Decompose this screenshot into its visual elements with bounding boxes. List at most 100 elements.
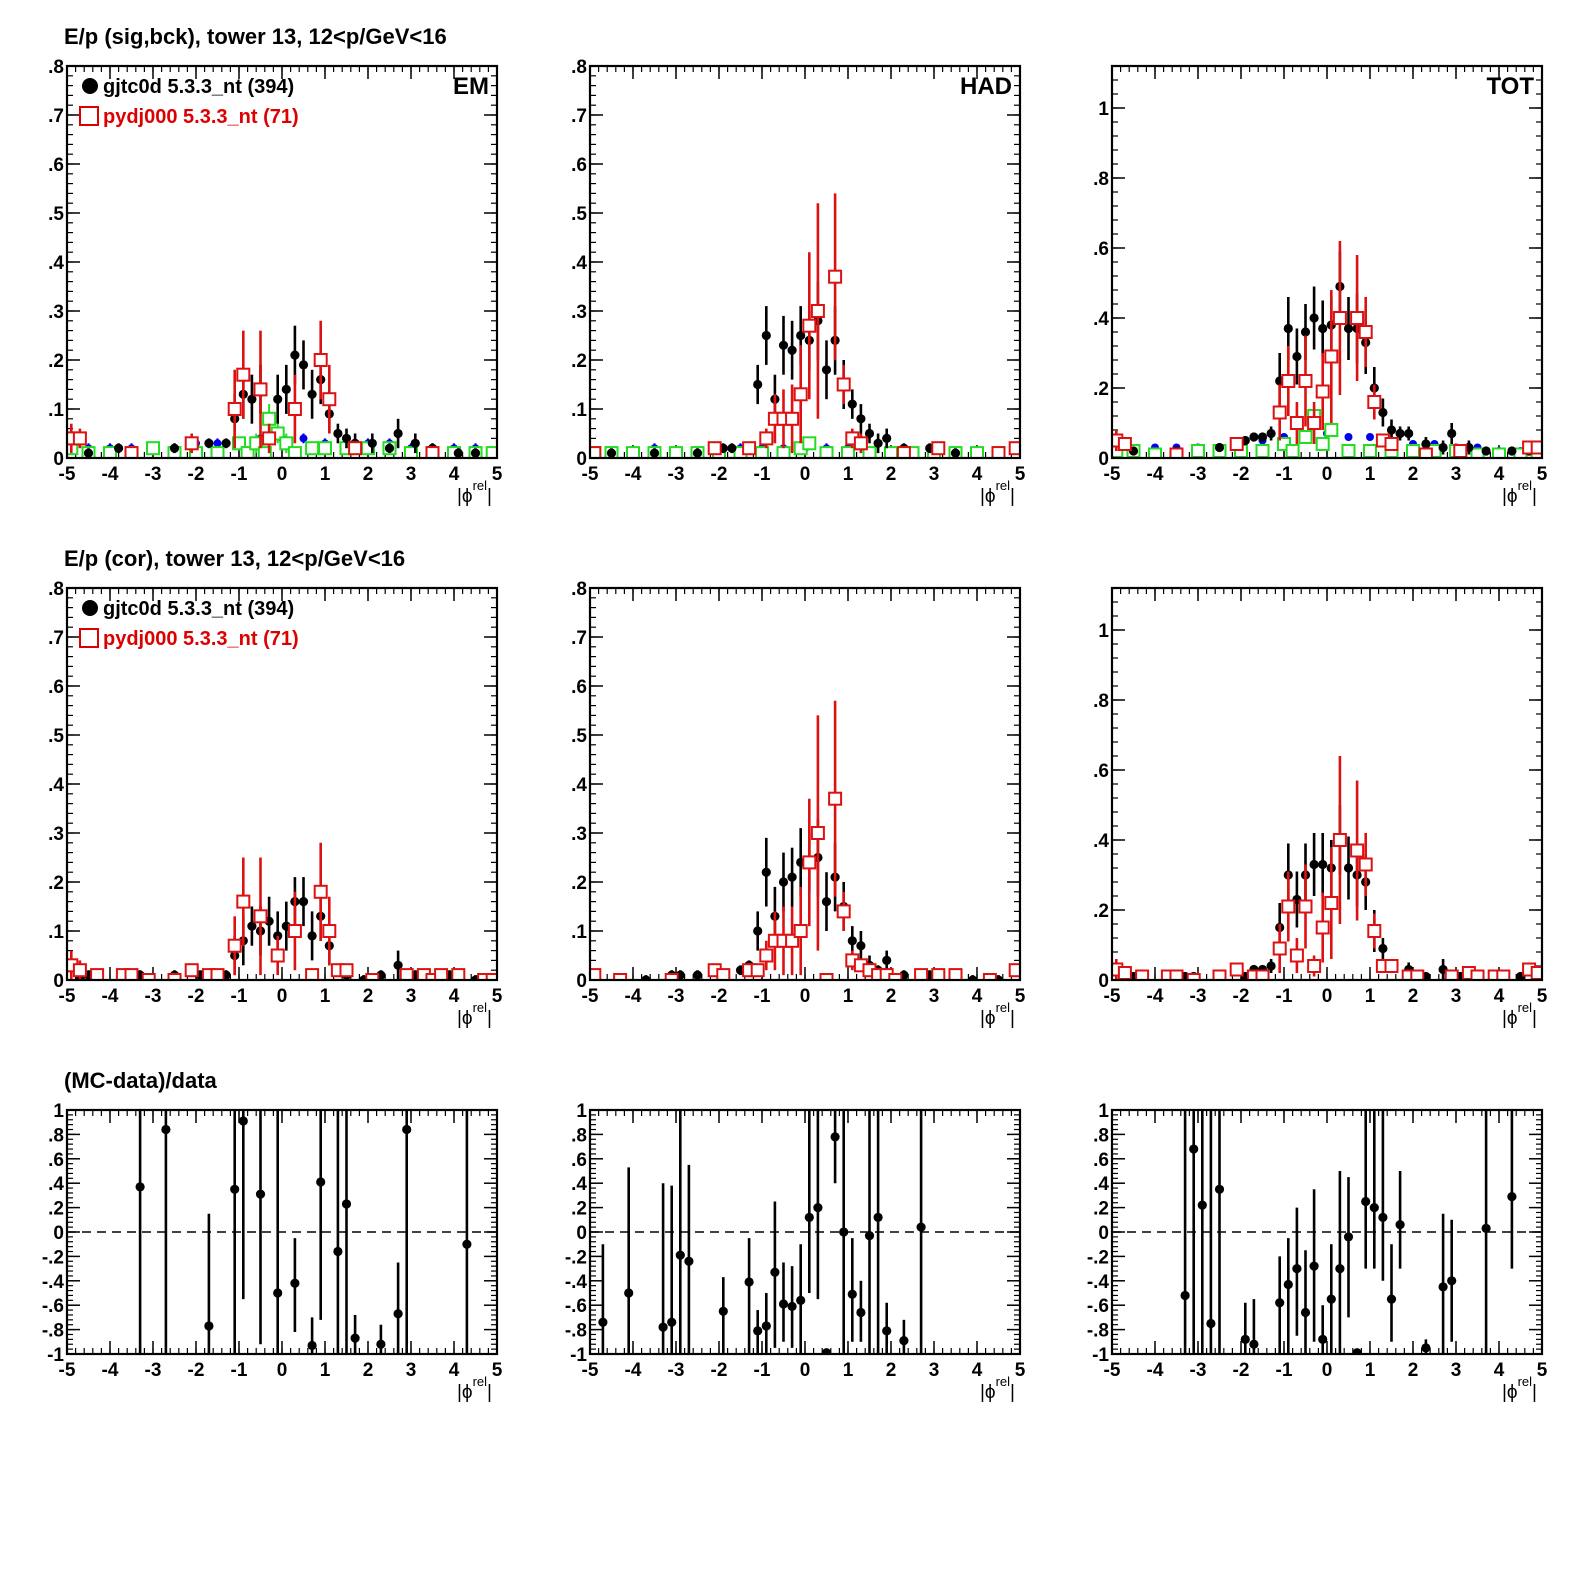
marker-filled-circle	[675, 1250, 685, 1260]
y-tick-label: .2	[48, 351, 64, 372]
marker-filled-circle	[273, 394, 283, 404]
marker-open-square	[664, 973, 679, 980]
marker-open-square	[590, 446, 602, 458]
y-tick-label: .1	[571, 400, 587, 421]
plot-area	[598, 1110, 926, 1354]
y-tick-label: -.4	[42, 1272, 65, 1293]
marker-filled-circle	[299, 434, 308, 443]
marker-filled-circle	[813, 1203, 823, 1213]
plot-frame	[1110, 586, 1544, 982]
marker-open-square	[253, 909, 268, 924]
y-tick-label: .5	[48, 726, 64, 747]
panel-r2-tot: -5 -4 -3 -2 -1 0 1 2 3 4 5 0 .2 .4 .6 .8 1 |ϕrel|	[1093, 586, 1548, 1029]
y-tick-label: -.6	[42, 1296, 64, 1317]
y-tick-label: .7	[571, 628, 587, 649]
x-tick-label: 3	[1451, 464, 1462, 485]
marker-open-square	[1281, 374, 1296, 388]
x-axis-label: |ϕrel|	[980, 1000, 1015, 1029]
marker-filled-circle	[899, 1335, 909, 1346]
marker-filled-circle	[307, 389, 317, 399]
y-tick-label: 0	[576, 449, 587, 470]
marker-filled-circle	[1300, 1307, 1311, 1318]
x-tick-label: 0	[1322, 1360, 1333, 1381]
legend: gjtc0d 5.3.3_nt (394) pydj000 5.3.3_nt (7…	[79, 76, 299, 128]
plot-frame	[1110, 1108, 1544, 1356]
x-tick-label: 1	[320, 1360, 331, 1381]
y-tick-label: 0	[1098, 1223, 1109, 1244]
marker-open-square	[305, 968, 320, 980]
y-tick-label: .1	[48, 400, 64, 421]
plot-area	[135, 1110, 472, 1354]
legend-entry-data: gjtc0d 5.3.3_nt (394)	[103, 598, 294, 620]
x-tick-label: -4	[102, 464, 119, 485]
marker-open-square	[1272, 405, 1287, 420]
marker-open-square	[313, 884, 328, 899]
x-tick-label: -2	[711, 1360, 728, 1381]
marker-filled-circle	[1197, 1200, 1207, 1210]
marker-open-square	[1315, 437, 1330, 451]
x-axis-label-rel: rel	[473, 1374, 488, 1389]
x-tick-label: 1	[843, 1360, 854, 1381]
marker-filled-circle	[1292, 1264, 1302, 1274]
marker-open-square	[210, 446, 225, 458]
marker-open-square	[1418, 447, 1433, 458]
plot-area	[1180, 1110, 1517, 1354]
x-tick-label: 1	[320, 464, 331, 485]
y-tick-label: .5	[571, 204, 587, 225]
x-axis-label-bar: |	[487, 1382, 492, 1403]
marker-open-square	[590, 968, 602, 980]
x-axis-label-rel: rel	[996, 1374, 1011, 1389]
legend: gjtc0d 5.3.3_nt (394) pydj000 5.3.3_nt (7…	[79, 598, 299, 650]
y-tick-label: -.6	[565, 1296, 587, 1317]
marker-filled-circle	[778, 340, 789, 350]
marker-filled-circle	[247, 921, 257, 931]
x-axis-label-phi: |ϕ	[1502, 1382, 1518, 1403]
x-axis-label-rel: rel	[1518, 478, 1533, 493]
x-tick-label: -3	[1190, 1360, 1207, 1381]
marker-filled-circle	[1292, 351, 1302, 362]
legend-entry-data: gjtc0d 5.3.3_nt (394)	[103, 76, 294, 98]
marker-filled-circle	[367, 438, 377, 448]
x-tick-label: -4	[102, 986, 119, 1007]
marker-filled-circle	[1386, 425, 1397, 435]
marker-open-square	[1530, 440, 1542, 455]
marker-filled-circle	[384, 443, 395, 453]
y-tick-label: .6	[1093, 1150, 1109, 1171]
marker-open-square	[322, 924, 337, 938]
y-tick-label: 0	[53, 1223, 64, 1244]
marker-open-square	[1212, 969, 1227, 980]
marker-filled-circle	[804, 1212, 814, 1222]
marker-filled-circle	[606, 448, 617, 458]
marker-open-square	[931, 968, 946, 980]
y-tick-label: .4	[1093, 831, 1109, 852]
marker-open-square	[1191, 444, 1205, 458]
marker-filled-circle	[1180, 1290, 1190, 1301]
x-tick-label: 2	[886, 986, 897, 1007]
marker-filled-circle	[847, 399, 857, 409]
legend-marker-mc	[79, 628, 99, 648]
marker-open-square	[313, 353, 328, 367]
series-ratio	[598, 1110, 926, 1354]
marker-open-square	[236, 894, 251, 909]
x-tick-label: -2	[711, 986, 728, 1007]
marker-filled-circle	[1352, 1348, 1362, 1354]
x-tick-label: 4	[449, 1360, 460, 1381]
series-mc	[67, 842, 497, 980]
marker-open-square	[802, 855, 817, 870]
y-tick-label: .3	[48, 302, 64, 323]
y-tick-label: 1	[53, 1101, 64, 1122]
x-axis-label: |ϕrel|	[1502, 1000, 1537, 1029]
x-tick-label: -5	[1104, 1360, 1121, 1381]
x-axis-label-rel: rel	[996, 478, 1011, 493]
y-tick-label: .4	[1093, 1174, 1109, 1195]
marker-filled-circle	[727, 443, 737, 453]
x-tick-label: 1	[1365, 1360, 1376, 1381]
x-tick-label: 3	[929, 986, 940, 1007]
y-tick-label: .8	[48, 57, 64, 78]
marker-filled-circle	[213, 439, 222, 448]
marker-filled-circle	[316, 1177, 326, 1187]
x-tick-label: -1	[1276, 986, 1293, 1007]
x-tick-label: 0	[277, 1360, 288, 1381]
marker-open-square	[90, 968, 105, 980]
marker-open-square	[1307, 959, 1322, 973]
